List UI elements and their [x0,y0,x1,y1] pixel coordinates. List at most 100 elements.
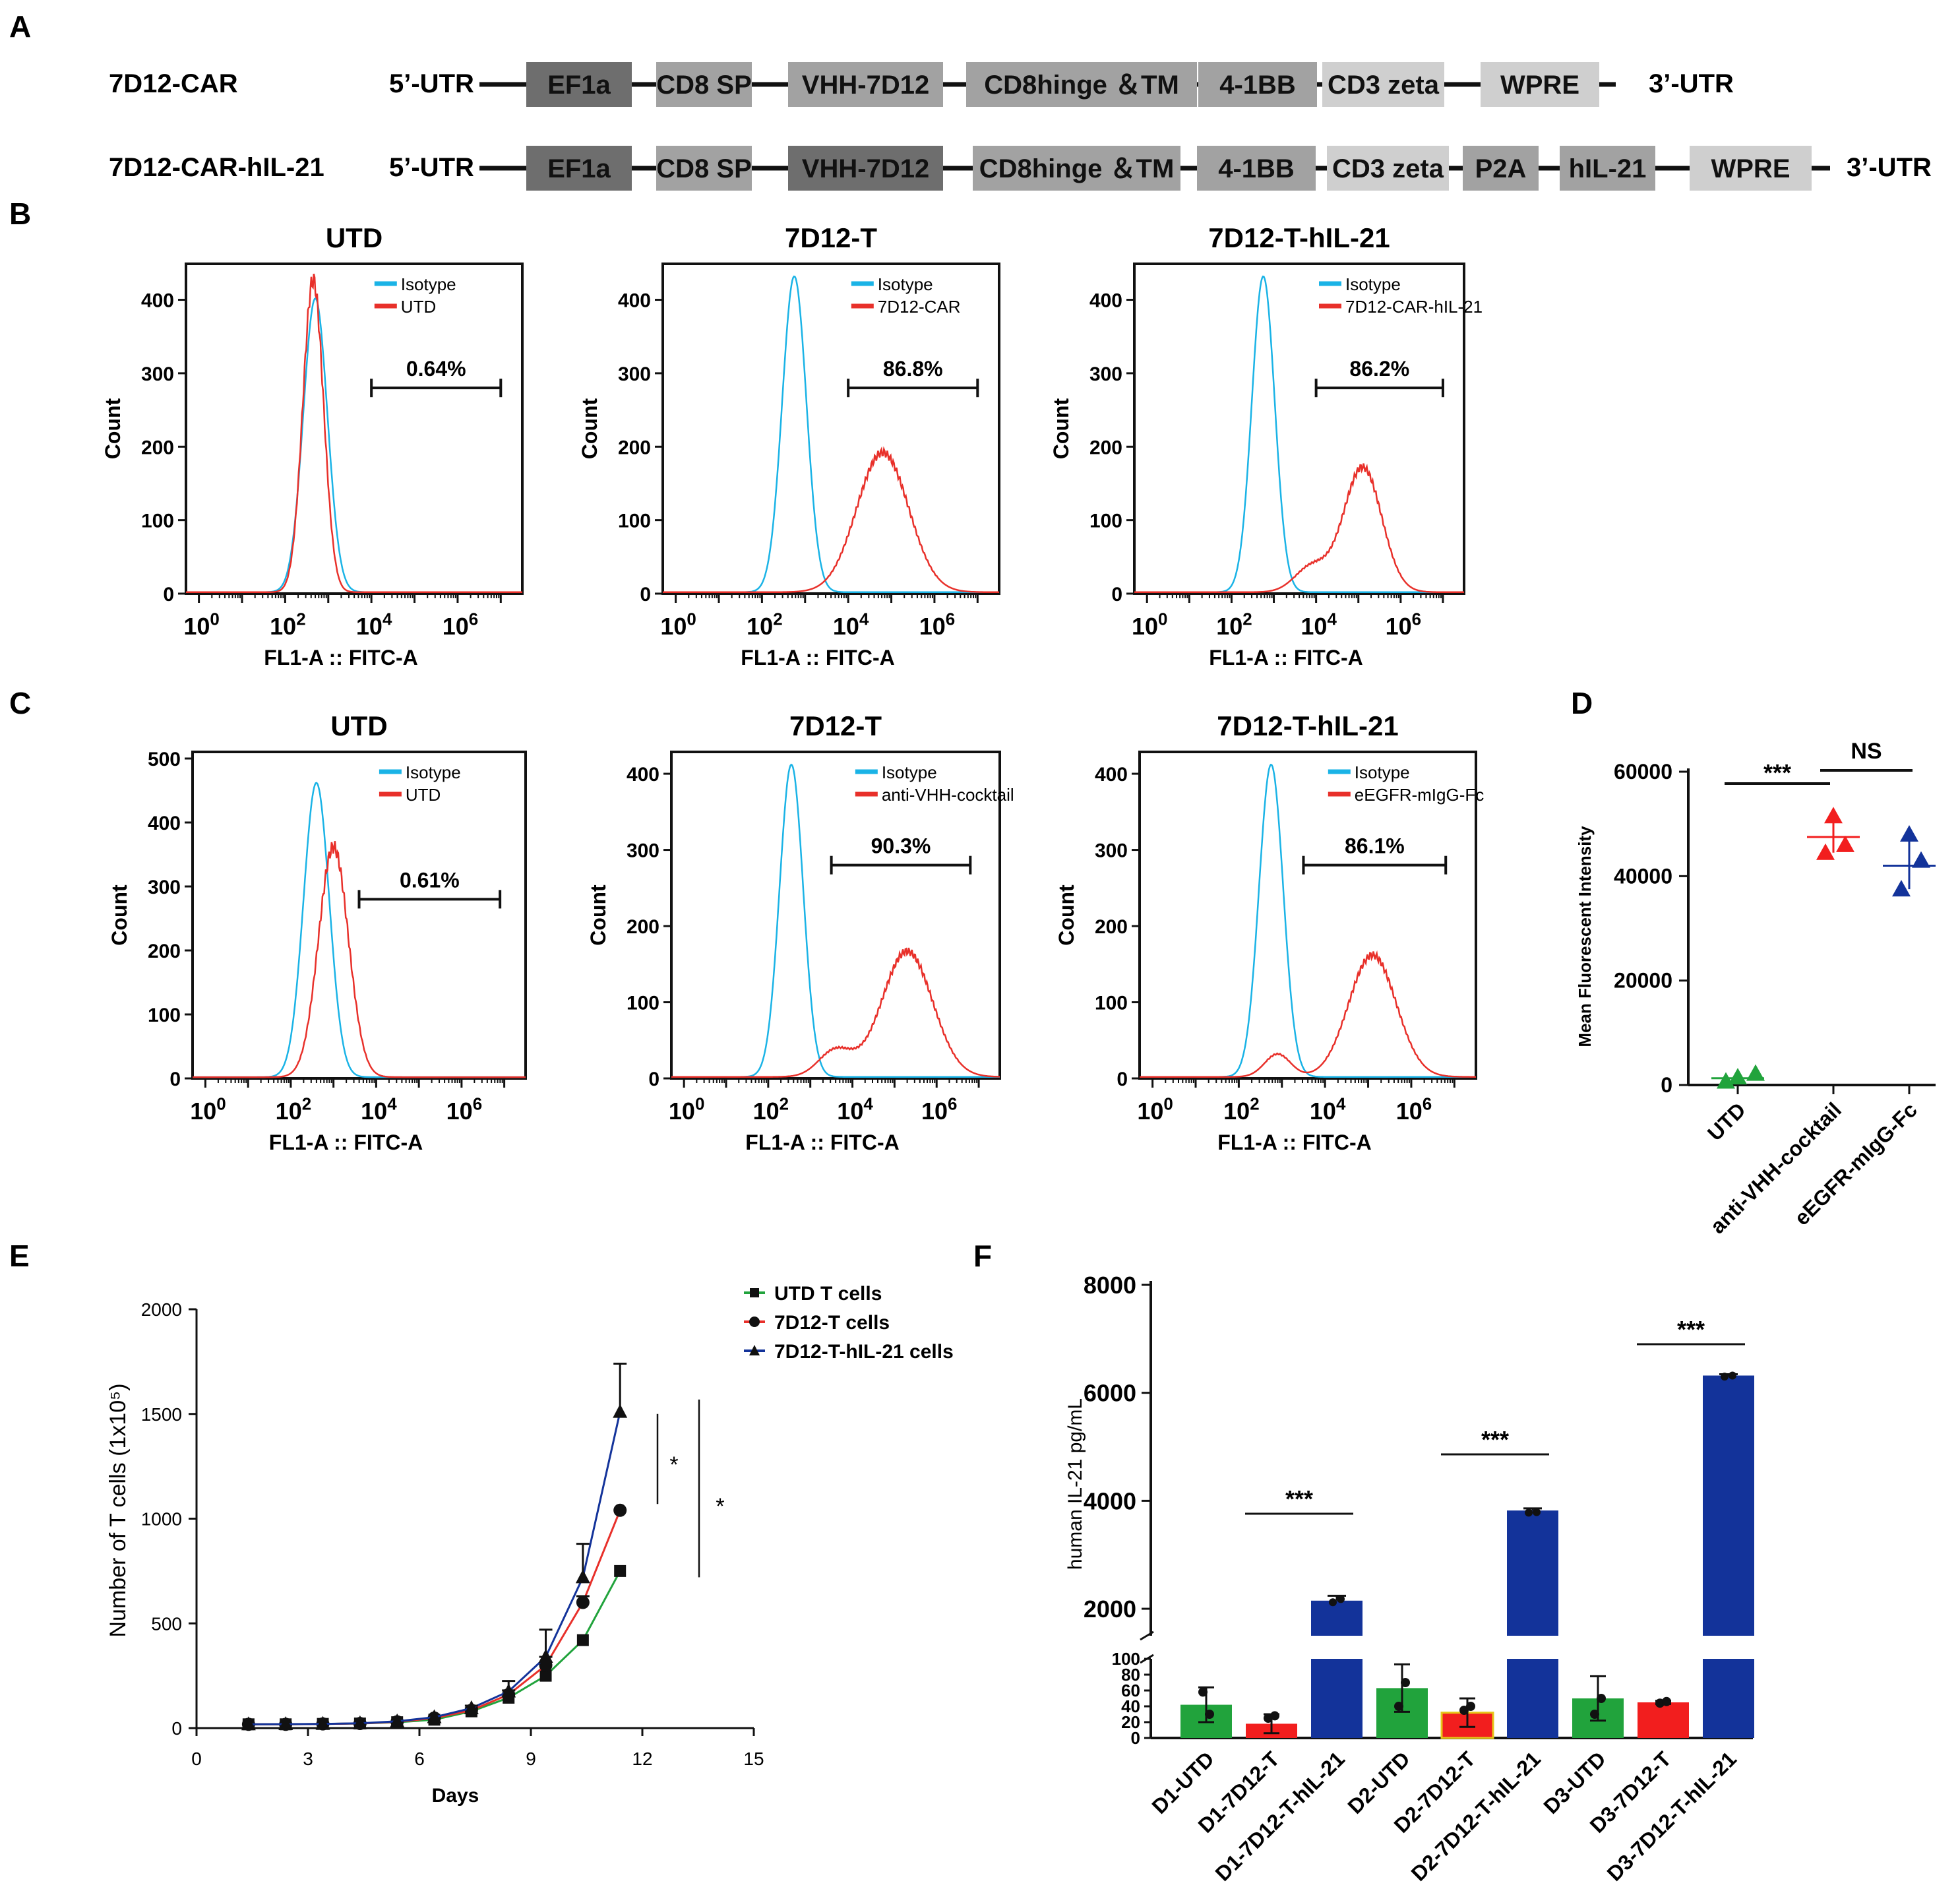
x-tick-label: 104 [1310,1096,1346,1125]
data-point [1394,1702,1403,1711]
gate-percent: 0.64% [406,357,466,381]
construct-1: 7D12-CAR-hIL-21 5’-UTR EF1a CD8 SP VHH-7D12 C… [109,146,1932,191]
y-tick-label: 100 [618,511,651,532]
gate-percent: 86.1% [1345,834,1405,858]
histogram-curve-utd [186,273,522,594]
y-tick-label: 60 [1121,1681,1140,1700]
y-tick-label: 0 [1661,1073,1672,1097]
legend-label: UTD [406,785,441,805]
data-point-triangle [1816,843,1835,860]
data-point-triangle [1900,825,1918,842]
x-tick-label: 106 [1386,611,1421,640]
x-tick-label: 104 [833,611,869,640]
y-tick-label: 0 [1131,1728,1140,1748]
bar-segment-upper [1311,1600,1363,1636]
data-point-triangle [538,1649,553,1663]
construct-block [526,146,632,191]
legend-label: anti-VHH-cocktail [882,785,1014,805]
y-tick-label: 100 [148,1005,181,1026]
y-tick-label: 100 [1112,1649,1140,1669]
construct-block [973,146,1180,191]
construct-block-label: 4-1BB [1219,71,1296,100]
histogram-title: 7D12-T-hIL-21 [1217,710,1398,741]
series-utd-t-cells [242,1565,627,1731]
x-tick-label: 106 [1396,1096,1432,1125]
construct-block-label: EF1a [547,71,611,100]
x-tick-label: 100 [183,611,219,640]
sig-label: *** [1763,759,1791,786]
construct-block-label: CD3 zeta [1328,71,1440,100]
data-point [1721,1373,1729,1381]
data-point-triangle [464,1700,479,1714]
y-tick-label: 6000 [1084,1380,1136,1407]
y-tick-label: 1500 [141,1404,182,1425]
histogram-frame [185,263,524,595]
y-tick-label: 500 [151,1613,182,1634]
y-axis-title: Count [578,398,601,459]
construct-block-label: hIL-21 [1569,154,1647,183]
legend-label: Isotype [882,762,937,782]
y-tick-label: 60000 [1614,760,1672,784]
data-point-triangle [315,1716,330,1730]
data-point-circle [576,1596,590,1609]
data-point [1205,1710,1214,1719]
y-tick-label: 400 [141,290,174,312]
y-axis-title: Count [1055,884,1078,946]
histogram-title: 7D12-T [785,222,877,253]
construct-block-label: CD8hinge ＆TM [984,71,1179,100]
y-tick-label: 80 [1121,1665,1140,1685]
utr5-label: 5’-UTR [389,153,474,182]
y-tick-label: 0 [171,1718,182,1739]
y-tick-label: 200 [627,916,659,938]
utr3-label: 3’-UTR [1847,153,1932,182]
data-point-square [614,1565,627,1577]
data-point [1329,1598,1337,1607]
construct-block-label: VHH-7D12 [802,71,929,100]
y-tick-label: 2000 [141,1299,182,1320]
legend-label: Isotype [878,274,933,294]
legend-label: 7D12-CAR [878,297,961,317]
utr3-label: 3’-UTR [1649,69,1734,98]
data-point-circle [613,1503,627,1517]
y-tick-label: 100 [627,993,659,1014]
histogram-title: 7D12-T [789,710,882,741]
bar-segment-upper [1703,1375,1754,1636]
x-tick-label: 106 [919,611,955,640]
series-line [248,1570,621,1725]
y-axis-title: Count [107,884,131,946]
sig-label: *** [1481,1426,1509,1453]
data-point-triangle [278,1716,293,1730]
y-tick-label: 40000 [1614,864,1672,888]
x-axis-title: FL1-A :: FITC-A [745,1131,899,1154]
x-axis-title: FL1-A :: FITC-A [1217,1131,1371,1154]
x-tick-label: 102 [753,1096,789,1125]
sig-label: *** [1677,1316,1705,1343]
y-tick-label: 0 [640,584,651,605]
construct-block-label: WPRE [1500,71,1579,100]
data-point [1597,1694,1606,1703]
y-tick-label: 300 [1095,840,1128,862]
x-tick-label: 6 [414,1749,425,1769]
construct-block-label: EF1a [547,154,611,183]
y-tick-label: 0 [648,1069,659,1090]
construct-block-label: CD8hinge ＆TM [979,154,1175,183]
construct-block [788,62,943,107]
construct-block [1322,62,1444,107]
y-tick-label: 100 [1089,511,1122,532]
growth-curve: 0 500 1000 1500 2000 0 3 6 9 12 15 Days Number of T … [106,1283,954,1807]
data-point-triangle [1717,1072,1735,1089]
histogram-B-IL21: 7D12-T-hIL-21 0 100 200 300 400 100 102 104 106 FL… [1049,222,1483,669]
data-point [1590,1710,1599,1719]
y-tick-label: 40 [1121,1696,1140,1716]
gate-percent: 0.61% [400,868,460,892]
y-tick-label: 200 [148,941,181,962]
bar-segment-upper [1507,1510,1558,1636]
x-tick-label: 104 [837,1096,873,1125]
construct-block [656,146,752,191]
histogram-curve-isotype [671,763,1000,1078]
data-point [1662,1696,1671,1706]
data-point-triangle [613,1404,628,1418]
data-point-triangle [1912,851,1930,868]
